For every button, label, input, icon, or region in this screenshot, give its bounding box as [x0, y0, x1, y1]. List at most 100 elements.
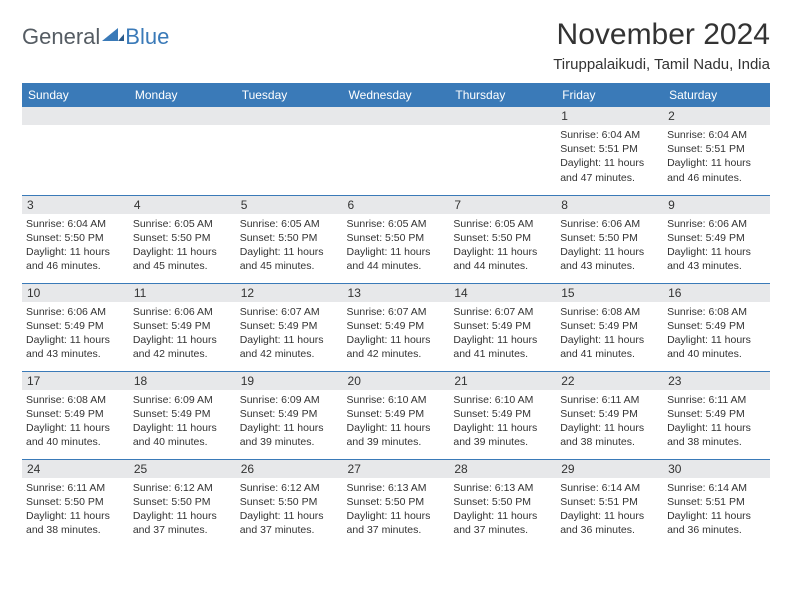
sunrise-line: Sunrise: 6:07 AM — [453, 305, 552, 319]
sunrise-line: Sunrise: 6:05 AM — [133, 217, 232, 231]
daylight-line: Daylight: 11 hours and 37 minutes. — [347, 509, 446, 537]
day-details: Sunrise: 6:11 AMSunset: 5:49 PMDaylight:… — [667, 393, 766, 450]
day-number: 16 — [663, 284, 770, 302]
calendar-cell: 26Sunrise: 6:12 AMSunset: 5:50 PMDayligh… — [236, 459, 343, 547]
calendar-cell — [449, 107, 556, 195]
logo-triangle-icon — [102, 25, 124, 41]
daylight-line: Daylight: 11 hours and 44 minutes. — [453, 245, 552, 273]
page: General Blue November 2024 Tiruppalaikud… — [0, 0, 792, 557]
daylight-line: Daylight: 11 hours and 40 minutes. — [133, 421, 232, 449]
calendar-cell — [343, 107, 450, 195]
calendar-cell: 20Sunrise: 6:10 AMSunset: 5:49 PMDayligh… — [343, 371, 450, 459]
day-details: Sunrise: 6:04 AMSunset: 5:50 PMDaylight:… — [26, 217, 125, 274]
daylight-line: Daylight: 11 hours and 42 minutes. — [347, 333, 446, 361]
sunrise-line: Sunrise: 6:04 AM — [560, 128, 659, 142]
sunset-line: Sunset: 5:50 PM — [453, 495, 552, 509]
day-number: 14 — [449, 284, 556, 302]
day-number: 8 — [556, 196, 663, 214]
day-details: Sunrise: 6:07 AMSunset: 5:49 PMDaylight:… — [347, 305, 446, 362]
sunrise-line: Sunrise: 6:05 AM — [240, 217, 339, 231]
sunset-line: Sunset: 5:49 PM — [26, 407, 125, 421]
sunset-line: Sunset: 5:49 PM — [560, 407, 659, 421]
day-details: Sunrise: 6:04 AMSunset: 5:51 PMDaylight:… — [560, 128, 659, 185]
daylight-line: Daylight: 11 hours and 37 minutes. — [240, 509, 339, 537]
sunrise-line: Sunrise: 6:06 AM — [26, 305, 125, 319]
daylight-line: Daylight: 11 hours and 40 minutes. — [667, 333, 766, 361]
day-number: 5 — [236, 196, 343, 214]
brand-logo: General Blue — [22, 18, 169, 50]
sunrise-line: Sunrise: 6:09 AM — [240, 393, 339, 407]
daylight-line: Daylight: 11 hours and 39 minutes. — [240, 421, 339, 449]
daynum-bar-empty — [343, 107, 450, 125]
day-header: Sunday — [22, 83, 129, 107]
sunrise-line: Sunrise: 6:05 AM — [453, 217, 552, 231]
day-details: Sunrise: 6:09 AMSunset: 5:49 PMDaylight:… — [240, 393, 339, 450]
calendar-row: 17Sunrise: 6:08 AMSunset: 5:49 PMDayligh… — [22, 371, 770, 459]
calendar-cell: 22Sunrise: 6:11 AMSunset: 5:49 PMDayligh… — [556, 371, 663, 459]
daynum-bar-empty — [22, 107, 129, 125]
sunrise-line: Sunrise: 6:08 AM — [26, 393, 125, 407]
calendar-cell: 14 Sunrise: 6:07 AMSunset: 5:49 PMDayligh… — [449, 283, 556, 371]
sunset-line: Sunset: 5:50 PM — [560, 231, 659, 245]
calendar-cell — [236, 107, 343, 195]
day-details: Sunrise: 6:07 AMSunset: 5:49 PMDaylight:… — [453, 305, 552, 362]
day-number: 21 — [449, 372, 556, 390]
sunset-line: Sunset: 5:49 PM — [133, 407, 232, 421]
day-number: 23 — [663, 372, 770, 390]
sunrise-line: Sunrise: 6:05 AM — [347, 217, 446, 231]
daylight-line: Daylight: 11 hours and 42 minutes. — [133, 333, 232, 361]
sunrise-line: Sunrise: 6:04 AM — [667, 128, 766, 142]
day-details: Sunrise: 6:13 AMSunset: 5:50 PMDaylight:… — [453, 481, 552, 538]
daylight-line: Daylight: 11 hours and 44 minutes. — [347, 245, 446, 273]
daylight-line: Daylight: 11 hours and 39 minutes. — [347, 421, 446, 449]
day-details: Sunrise: 6:06 AMSunset: 5:50 PMDaylight:… — [560, 217, 659, 274]
calendar-cell: 28Sunrise: 6:13 AMSunset: 5:50 PMDayligh… — [449, 459, 556, 547]
day-number: 1 — [556, 107, 663, 125]
calendar-cell: 19 Sunrise: 6:09 AMSunset: 5:49 PMDayligh… — [236, 371, 343, 459]
calendar-cell: 18Sunrise: 6:09 AMSunset: 5:49 PMDayligh… — [129, 371, 236, 459]
calendar-cell: 7Sunrise: 6:05 AMSunset: 5:50 PMDaylight… — [449, 195, 556, 283]
sunset-line: Sunset: 5:50 PM — [26, 231, 125, 245]
day-number: 3 — [22, 196, 129, 214]
day-details: Sunrise: 6:08 AMSunset: 5:49 PMDaylight:… — [560, 305, 659, 362]
calendar-row: 10 Sunrise: 6:06 AM Sunset: 5:49 PM Dayligh… — [22, 283, 770, 371]
day-number: 12 — [236, 284, 343, 302]
title-block: November 2024 Tiruppalaikudi, Tamil Nadu… — [553, 18, 770, 73]
daylight-line: Daylight: 11 hours and 41 minutes. — [560, 333, 659, 361]
day-number: 11 — [129, 284, 236, 302]
daylight-line: Daylight: 11 hours and 39 minutes. — [453, 421, 552, 449]
day-details: Sunrise: 6:05 AMSunset: 5:50 PMDaylight:… — [133, 217, 232, 274]
sunset-line: Sunset: 5:49 PM — [453, 407, 552, 421]
daylight-line: Daylight: 11 hours and 43 minutes. — [560, 245, 659, 273]
sunset-line: Sunset: 5:51 PM — [667, 495, 766, 509]
sunset-line: Sunset: 5:50 PM — [26, 495, 125, 509]
sunset-line: Sunset: 5:49 PM — [453, 319, 552, 333]
day-details: Sunrise: 6:12 AMSunset: 5:50 PMDaylight:… — [240, 481, 339, 538]
day-details: Sunrise: 6:13 AMSunset: 5:50 PMDaylight:… — [347, 481, 446, 538]
daynum-bar-empty — [236, 107, 343, 125]
day-header: Friday — [556, 83, 663, 107]
calendar-cell: 6Sunrise: 6:05 AMSunset: 5:50 PMDaylight… — [343, 195, 450, 283]
sunset-line: Sunset: 5:50 PM — [240, 495, 339, 509]
daylight-line: Daylight: 11 hours and 45 minutes. — [133, 245, 232, 273]
sunset-line: Sunset: 5:49 PM — [240, 407, 339, 421]
day-number: 30 — [663, 460, 770, 478]
sunrise-line: Sunrise: 6:11 AM — [26, 481, 125, 495]
day-number: 10 — [22, 284, 129, 302]
day-details: Sunrise: 6:11 AMSunset: 5:49 PMDaylight:… — [560, 393, 659, 450]
sunrise-line: Sunrise: 6:14 AM — [560, 481, 659, 495]
sunset-line: Sunset: 5:49 PM — [347, 407, 446, 421]
sunset-line: Sunset: 5:50 PM — [133, 495, 232, 509]
calendar-cell: 11Sunrise: 6:06 AMSunset: 5:49 PMDayligh… — [129, 283, 236, 371]
day-header: Wednesday — [343, 83, 450, 107]
sunrise-line: Sunrise: 6:09 AM — [133, 393, 232, 407]
day-number: 19 — [236, 372, 343, 390]
brand-part1: General — [22, 24, 100, 50]
day-header: Saturday — [663, 83, 770, 107]
calendar-cell: 29Sunrise: 6:14 AMSunset: 5:51 PMDayligh… — [556, 459, 663, 547]
calendar-cell: 9Sunrise: 6:06 AMSunset: 5:49 PMDaylight… — [663, 195, 770, 283]
day-number: 15 — [556, 284, 663, 302]
calendar-cell: 16Sunrise: 6:08 AMSunset: 5:49 PMDayligh… — [663, 283, 770, 371]
day-number: 6 — [343, 196, 450, 214]
month-title: November 2024 — [553, 18, 770, 52]
